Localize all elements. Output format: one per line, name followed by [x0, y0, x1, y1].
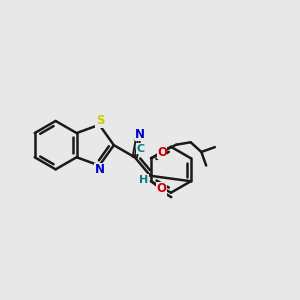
Text: O: O [156, 182, 166, 196]
Text: S: S [96, 114, 104, 128]
Text: N: N [95, 164, 105, 176]
Text: N: N [135, 128, 145, 141]
Text: O: O [157, 146, 167, 159]
Text: H: H [140, 175, 149, 185]
Text: C: C [136, 144, 144, 154]
